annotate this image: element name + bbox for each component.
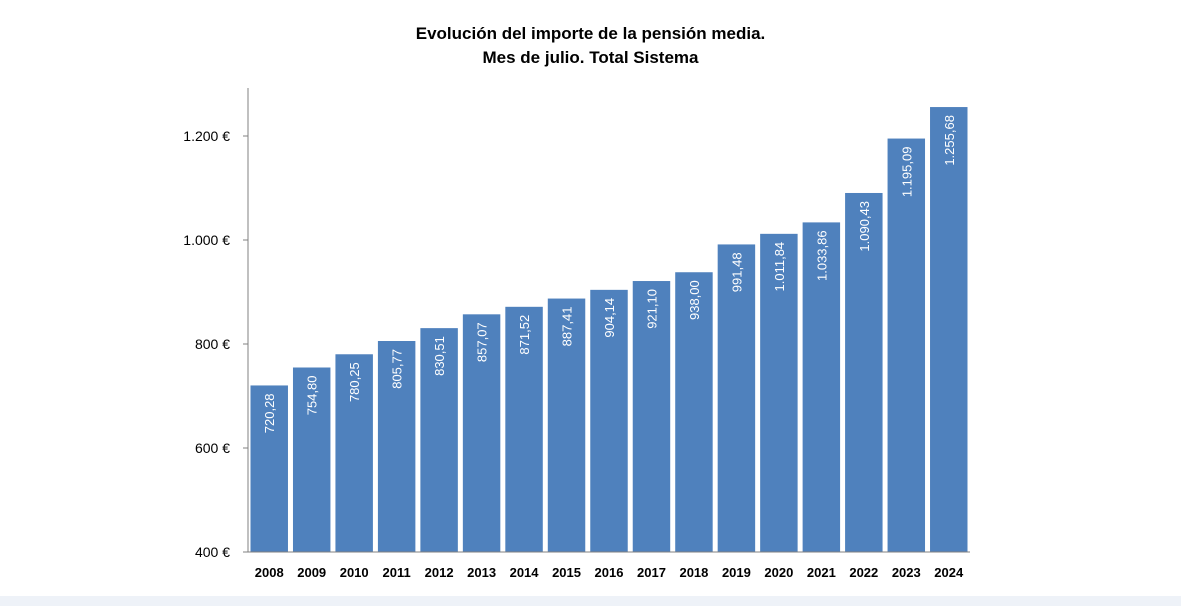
x-tick-label: 2016 [595, 565, 624, 580]
bar-value-label: 857,07 [475, 322, 490, 362]
x-tick-label: 2009 [297, 565, 326, 580]
y-tick-label: 400 € [195, 544, 230, 560]
x-tick-label: 2021 [807, 565, 836, 580]
x-tick-label: 2010 [340, 565, 369, 580]
chart-title: Evolución del importe de la pensión medi… [0, 22, 1181, 70]
bar-2013 [462, 314, 501, 552]
bar-2024 [930, 107, 968, 553]
y-tick-label: 1.000 € [183, 232, 230, 248]
x-tick-label: 2022 [849, 565, 878, 580]
x-tick-label: 2020 [764, 565, 793, 580]
bar-2016 [590, 289, 628, 552]
bar-2014 [505, 306, 543, 552]
bar-2021 [802, 222, 841, 552]
bar-value-label: 921,10 [644, 289, 659, 329]
bar-2011 [377, 341, 416, 552]
bar-value-label: 780,25 [347, 362, 362, 402]
bar-2022 [845, 192, 883, 553]
bar-2019 [717, 244, 756, 552]
bar-value-label: 830,51 [432, 336, 447, 376]
bar-value-label: 1.195,09 [899, 147, 914, 198]
bar-2012 [420, 328, 458, 552]
bar-value-label: 1.090,43 [857, 201, 872, 252]
x-tick-label: 2015 [552, 565, 581, 580]
x-tick-label: 2013 [467, 565, 496, 580]
bar-value-label: 1.011,84 [772, 242, 787, 292]
bar-value-label: 938,00 [687, 280, 702, 320]
bar-value-label: 1.033,86 [814, 230, 829, 281]
chart-title-line-2: Mes de julio. Total Sistema [482, 48, 699, 67]
bar-value-label: 720,28 [262, 393, 277, 433]
bar-value-label: 805,77 [390, 349, 405, 389]
y-tick-label: 800 € [195, 336, 230, 352]
bar-2009 [292, 367, 331, 552]
bar-value-label: 991,48 [729, 252, 744, 292]
bar-value-label: 904,14 [602, 298, 617, 338]
x-tick-label: 2008 [255, 565, 284, 580]
y-tick-label: 600 € [195, 440, 230, 456]
bar-2020 [760, 233, 798, 552]
bar-2008 [250, 385, 288, 552]
bar-2015 [547, 298, 586, 552]
x-tick-label: 2018 [679, 565, 708, 580]
bar-value-label: 887,41 [560, 307, 575, 347]
bar-2018 [675, 272, 713, 552]
x-tick-label: 2017 [637, 565, 666, 580]
bar-2017 [632, 281, 671, 552]
bar-value-label: 1.255,68 [942, 115, 957, 166]
x-tick-label: 2014 [510, 565, 540, 580]
bar-2010 [335, 354, 373, 552]
x-tick-label: 2019 [722, 565, 751, 580]
bars-layer: 720,28 754,80 780,25 805,77 830,51 857,07 871,… [250, 107, 968, 553]
bar-2023 [887, 138, 926, 553]
y-tick-label: 1.200 € [183, 128, 230, 144]
x-tick-label: 2024 [934, 565, 964, 580]
x-tick-label: 2012 [425, 565, 454, 580]
axes-layer: 2008 2009 2010 2011 2012 2013 2014 2015 2016 2017… [183, 88, 970, 580]
bar-value-label: 871,52 [517, 315, 532, 355]
chart-title-line-1: Evolución del importe de la pensión medi… [415, 24, 766, 43]
bottom-band [0, 596, 1181, 606]
bar-value-label: 754,80 [305, 376, 320, 416]
x-tick-label: 2011 [383, 565, 411, 580]
x-tick-label: 2023 [892, 565, 921, 580]
